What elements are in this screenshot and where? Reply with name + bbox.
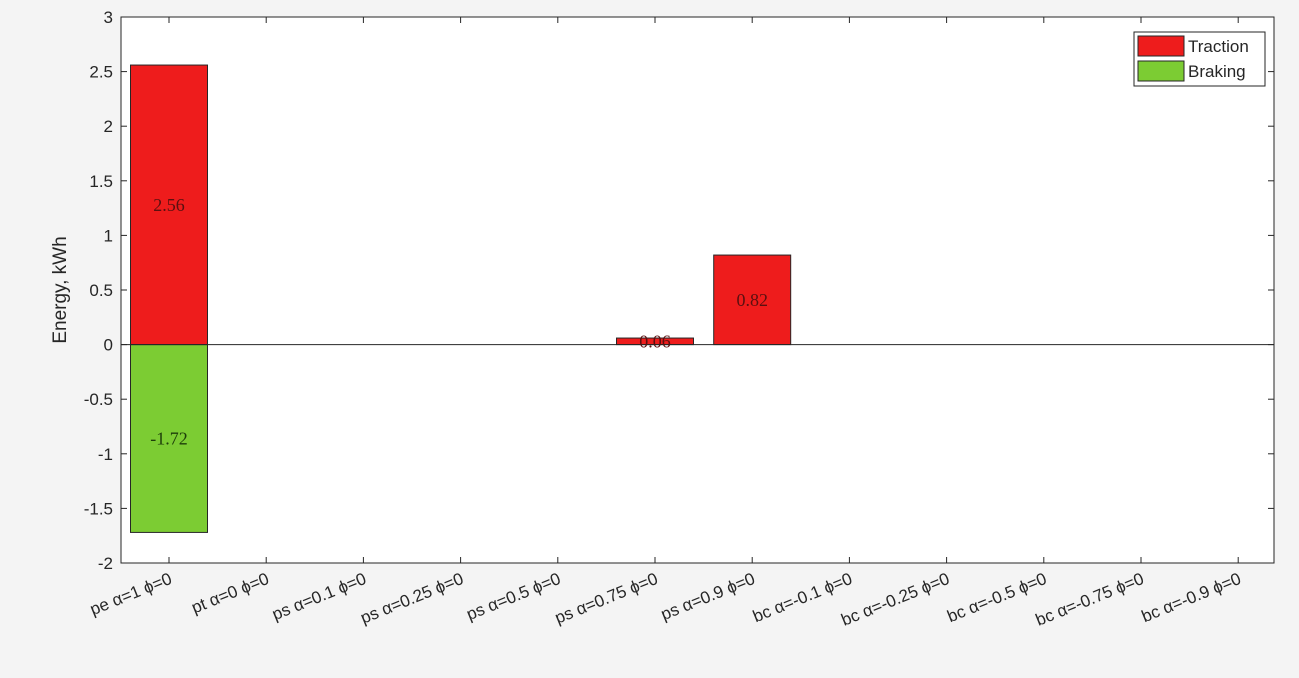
legend-swatch-traction xyxy=(1137,35,1185,57)
y-tick-label: 0.5 xyxy=(89,281,113,300)
bar-traction xyxy=(130,64,208,346)
x-tick-label: ps α=0.75 ϕ=0 xyxy=(552,569,660,628)
data-label: 0.06 xyxy=(639,331,671,351)
y-axis: -2 -1.5 -1 -0.5 0 0.5 1 1.5 2 2.5 3 xyxy=(84,8,1274,573)
x-tick-label: bc α=-0.9 ϕ=0 xyxy=(1139,569,1244,626)
bar-braking xyxy=(130,344,208,533)
x-tick-label: pe α=1 ϕ=0 xyxy=(87,569,174,619)
y-tick-label: 2.5 xyxy=(89,63,113,82)
x-tick-label: ps α=0.5 ϕ=0 xyxy=(464,569,564,624)
y-tick-label: 3 xyxy=(104,8,113,27)
x-tick-label: bc α=-0.1 ϕ=0 xyxy=(750,569,855,626)
x-tick-label: ps α=0.9 ϕ=0 xyxy=(658,569,758,624)
x-tick-label: bc α=-0.25 ϕ=0 xyxy=(839,569,953,630)
x-tick-label: bc α=-0.75 ϕ=0 xyxy=(1033,569,1147,630)
data-label: 2.56 xyxy=(153,195,185,215)
bar-traction xyxy=(713,254,792,346)
x-tick-label: ps α=0.25 ϕ=0 xyxy=(358,569,466,628)
y-axis-title: Energy, kWh xyxy=(50,236,71,343)
y-tick-label: 0 xyxy=(104,336,113,355)
y-tick-label: 1 xyxy=(104,226,113,245)
legend-swatch-braking xyxy=(1137,60,1185,82)
data-label: -1.72 xyxy=(150,429,188,449)
x-tick-label: ps α=0.1 ϕ=0 xyxy=(269,569,369,624)
y-tick-label: 2 xyxy=(104,117,113,136)
x-tick-label: pt α=0 ϕ=0 xyxy=(189,569,272,617)
data-labels: 2.56 0.06 0.82 -1.72 xyxy=(150,195,768,449)
y-tick-label: -0.5 xyxy=(84,390,113,409)
y-tick-label: -1.5 xyxy=(84,499,113,518)
legend: Traction Braking xyxy=(1133,31,1266,87)
y-tick-label: -1 xyxy=(98,445,113,464)
x-tick-label: bc α=-0.5 ϕ=0 xyxy=(944,569,1049,626)
bars xyxy=(130,64,792,533)
y-tick-label: 1.5 xyxy=(89,172,113,191)
legend-label-traction: Traction xyxy=(1188,37,1249,56)
legend-label-braking: Braking xyxy=(1188,62,1246,81)
plot-area xyxy=(120,16,1275,564)
y-tick-label: -2 xyxy=(98,554,113,573)
data-label: 0.82 xyxy=(736,290,768,310)
